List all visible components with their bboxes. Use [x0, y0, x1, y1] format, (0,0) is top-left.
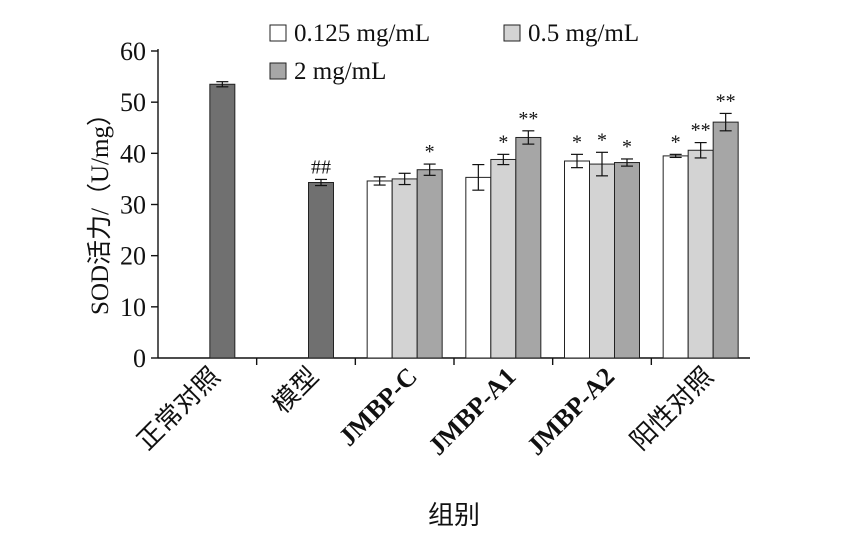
- bar-series-2-cat-3: [515, 136, 542, 359]
- x-tick-label: 阳性对照: [625, 362, 719, 456]
- x-tick-label: JMBP-A2: [521, 362, 620, 461]
- bar-series-1-cat-5: [687, 149, 714, 359]
- bar-single-1: [308, 181, 334, 359]
- bar-single-0: [209, 83, 236, 359]
- legend-label: 0.125 mg/mL: [294, 20, 430, 47]
- significance-mark: *: [572, 131, 582, 153]
- significance-mark: **: [518, 108, 538, 130]
- bar-series-0-cat-2: [366, 180, 393, 359]
- legend-swatch: [503, 24, 521, 42]
- y-tick-label: 60: [120, 37, 146, 66]
- x-tick-label: 模型: [267, 362, 324, 419]
- significance-mark: **: [716, 90, 736, 112]
- bar-series-2-cat-4: [614, 162, 640, 359]
- significance-mark: **: [691, 120, 711, 142]
- y-tick-label: 20: [120, 242, 146, 271]
- bar-series-1-cat-3: [490, 158, 517, 359]
- y-tick-label: 0: [133, 344, 146, 373]
- bar-series-1-cat-2: [391, 178, 418, 359]
- significance-mark: ##: [311, 156, 331, 178]
- significance-mark: *: [597, 129, 607, 151]
- legend-swatch: [269, 24, 287, 42]
- bar-series-2-cat-5: [712, 121, 739, 359]
- bar-series-1-cat-4: [589, 163, 615, 359]
- x-tick-label: JMBP-A1: [422, 362, 521, 461]
- legend-swatch: [269, 62, 287, 80]
- y-tick-label: 10: [120, 293, 146, 322]
- legend-label: 0.5 mg/mL: [528, 20, 639, 47]
- y-tick-label: 30: [120, 191, 146, 220]
- x-tick-label: 正常对照: [132, 362, 226, 456]
- y-tick-label: 50: [120, 88, 146, 117]
- bar-series-2-cat-2: [416, 169, 443, 359]
- x-tick-label: JMBP-C: [333, 362, 423, 452]
- significance-mark: *: [671, 131, 681, 153]
- bar-series-0-cat-4: [564, 160, 590, 359]
- x-axis-label: 组别: [428, 501, 480, 530]
- significance-mark: *: [425, 141, 435, 163]
- significance-mark: *: [498, 131, 508, 153]
- significance-mark: *: [622, 136, 632, 158]
- y-tick-label: 40: [120, 139, 146, 168]
- legend-label: 2 mg/mL: [294, 58, 386, 85]
- y-axis-label: SOD活力/（U/mg）: [86, 101, 114, 315]
- bar-series-0-cat-3: [465, 176, 492, 359]
- bar-series-0-cat-5: [662, 155, 689, 359]
